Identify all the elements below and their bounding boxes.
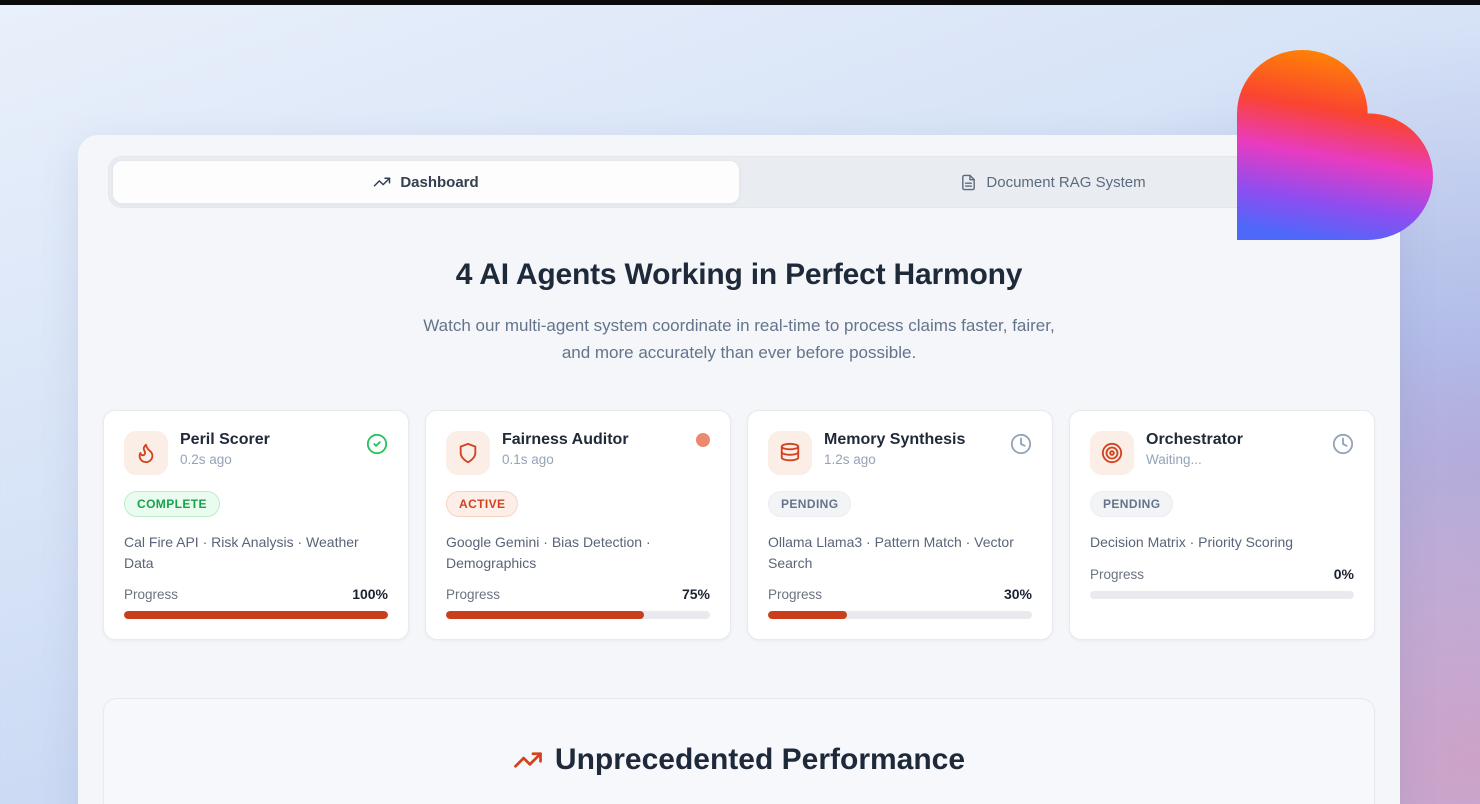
agent-card-orchestrator[interactable]: Orchestrator Waiting... PENDING Decision… <box>1069 410 1375 640</box>
top-black-bar <box>0 0 1480 5</box>
target-icon <box>1090 431 1134 476</box>
agent-cards-row: Peril Scorer 0.2s ago COMPLETE Cal Fire … <box>103 410 1375 640</box>
status-badge: PENDING <box>768 491 852 518</box>
agent-stack: Google Gemini · Bias Detection · Demogra… <box>446 534 651 571</box>
progress-track <box>768 610 1032 619</box>
tab-dashboard-label: Dashboard <box>400 173 479 191</box>
status-badge: COMPLETE <box>124 491 220 518</box>
file-text-icon <box>962 174 976 190</box>
agent-card-memory-synthesis[interactable]: Memory Synthesis 1.2s ago PENDING Ollama… <box>747 410 1053 640</box>
clock-icon <box>1332 433 1354 460</box>
agent-stack: Cal Fire API · Risk Analysis · Weather D… <box>124 534 359 571</box>
heart-logo <box>1237 50 1433 240</box>
tab-dashboard[interactable]: Dashboard <box>112 160 740 204</box>
clock-icon <box>1010 433 1032 460</box>
active-dot <box>696 433 710 448</box>
agent-card-peril-scorer[interactable]: Peril Scorer 0.2s ago COMPLETE Cal Fire … <box>103 410 409 640</box>
progress-track <box>1090 590 1354 599</box>
page-subtitle: Watch our multi-agent system coordinate … <box>423 316 1055 363</box>
agent-name: Peril Scorer <box>180 431 270 449</box>
agent-name: Fairness Auditor <box>502 431 629 449</box>
agent-time: 0.1s ago <box>502 452 554 468</box>
check-circle-icon <box>366 433 388 460</box>
status-badge: ACTIVE <box>446 491 519 518</box>
progress-percent: 100% <box>352 585 388 602</box>
agent-time: 0.2s ago <box>180 452 232 468</box>
progress-label: Progress <box>768 586 823 602</box>
tab-document-rag[interactable]: Document RAG System <box>740 160 1366 204</box>
tab-document-rag-label: Document RAG System <box>986 173 1146 191</box>
progress-percent: 0% <box>1333 565 1354 582</box>
status-badge: PENDING <box>1090 491 1174 518</box>
progress-label: Progress <box>124 586 179 602</box>
progress-label: Progress <box>1090 566 1145 582</box>
database-icon <box>768 431 812 476</box>
agent-name: Memory Synthesis <box>824 431 966 449</box>
shield-icon <box>446 431 490 476</box>
performance-title: Unprecedented Performance <box>554 742 966 776</box>
progress-fill <box>446 610 644 619</box>
main-panel: Dashboard Document RAG System 4 AI Agent… <box>78 135 1400 804</box>
agent-time: Waiting... <box>1146 452 1202 468</box>
agent-stack: Decision Matrix · Priority Scoring <box>1090 534 1294 551</box>
progress-fill <box>768 610 848 619</box>
progress-label: Progress <box>446 586 501 602</box>
hero-section: 4 AI Agents Working in Perfect Harmony W… <box>78 258 1400 366</box>
performance-section: Unprecedented Performance Revolutionary … <box>103 697 1375 804</box>
trending-up-icon <box>374 177 391 187</box>
agent-card-fairness-auditor[interactable]: Fairness Auditor 0.1s ago ACTIVE Google … <box>425 410 731 640</box>
flame-icon <box>124 431 168 476</box>
page-title: 4 AI Agents Working in Perfect Harmony <box>455 258 1023 291</box>
progress-track <box>446 610 710 619</box>
progress-percent: 75% <box>681 585 710 602</box>
progress-fill <box>124 610 388 619</box>
agent-time: 1.2s ago <box>824 452 876 468</box>
trending-up-icon <box>514 752 542 768</box>
tab-bar: Dashboard Document RAG System <box>108 156 1370 208</box>
progress-track <box>124 610 388 619</box>
agent-stack: Ollama Llama3 · Pattern Match · Vector S… <box>768 534 1014 571</box>
progress-percent: 30% <box>1003 585 1032 602</box>
agent-name: Orchestrator <box>1146 431 1243 449</box>
